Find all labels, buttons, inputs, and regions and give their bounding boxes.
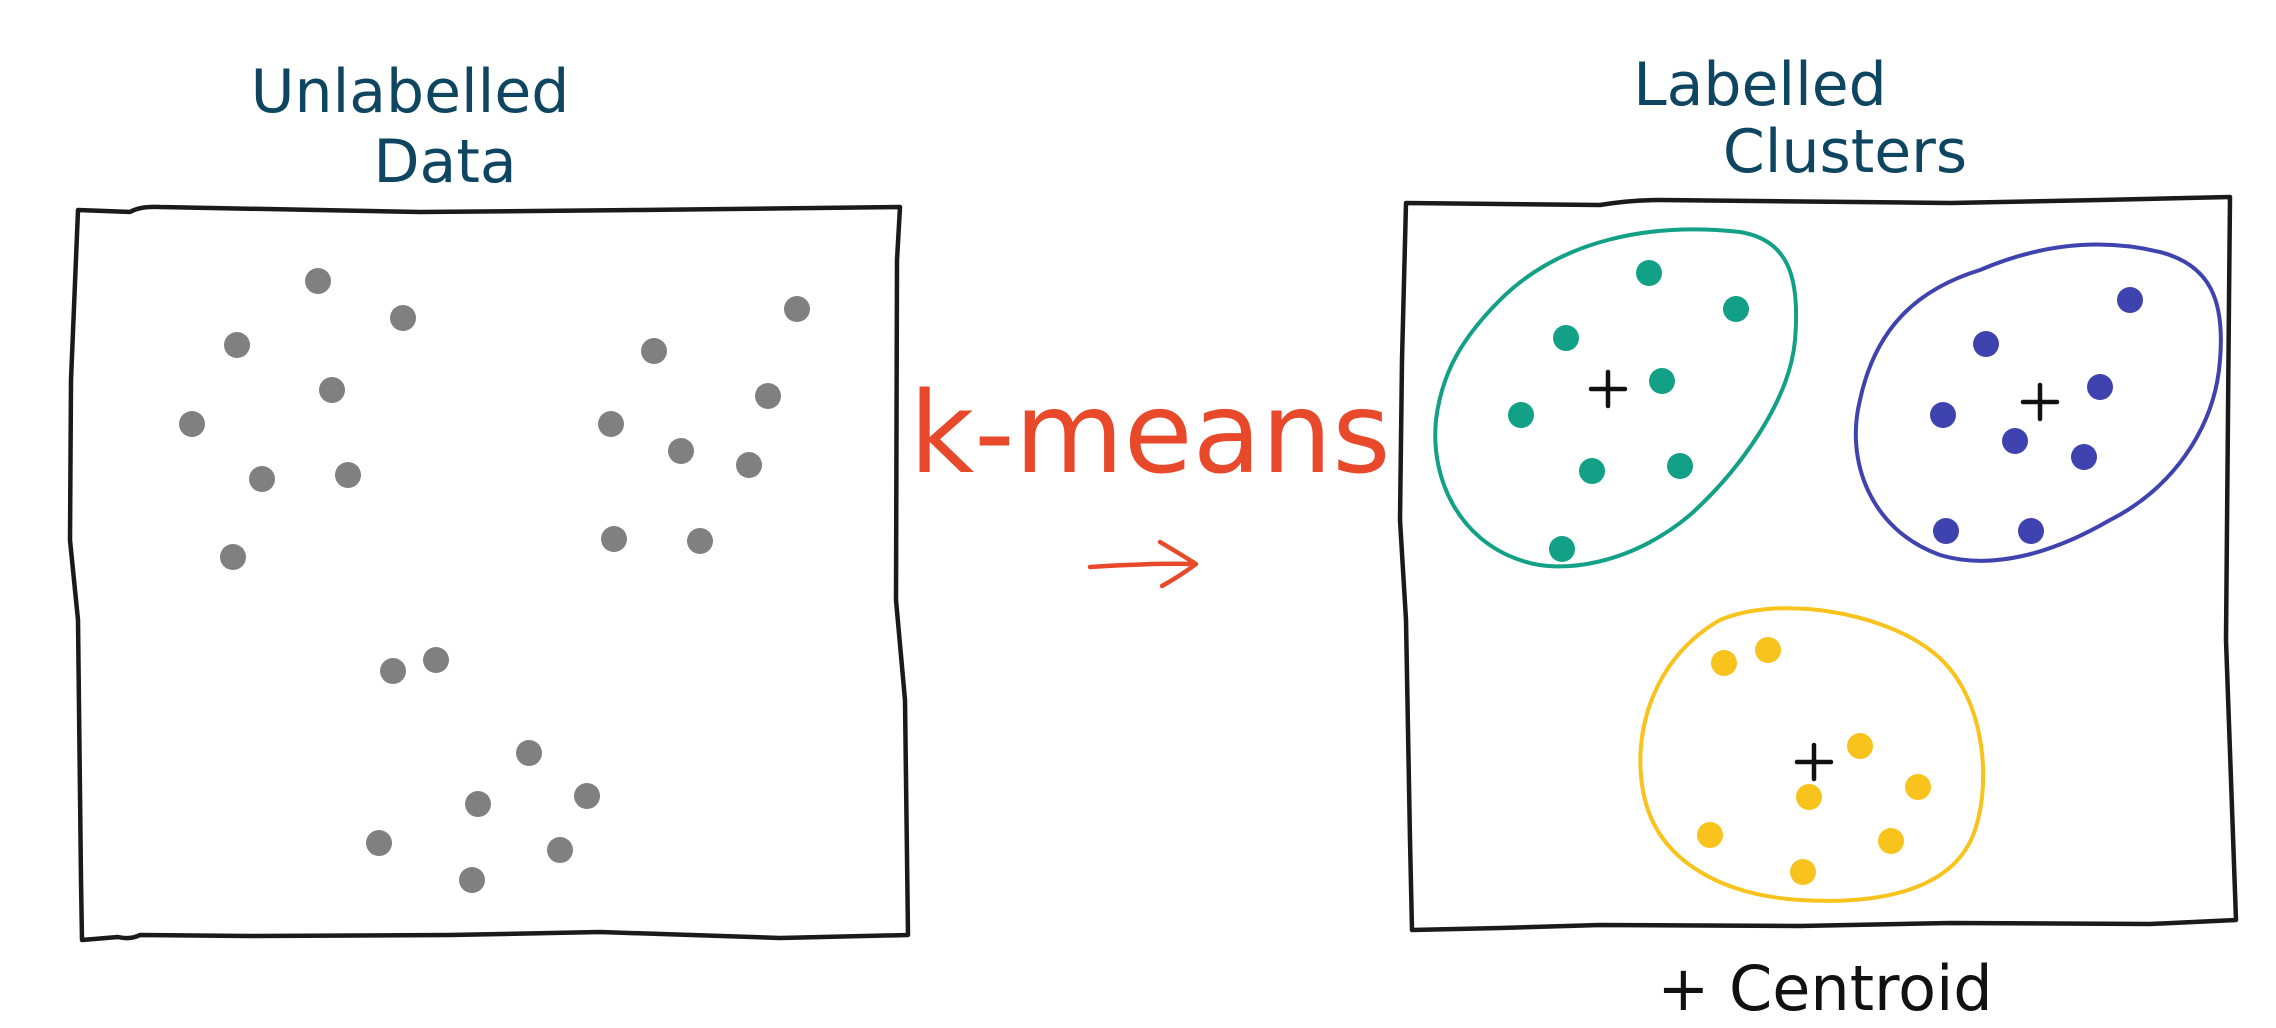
cluster-outline-indigo (1853, 242, 2223, 563)
unlabelled-point (335, 462, 361, 488)
unlabelled-point (366, 830, 392, 856)
centroid-plus-icon (1588, 369, 1628, 409)
cluster-point-teal (1723, 296, 1749, 322)
unlabelled-point (574, 783, 600, 809)
cluster-point-teal (1508, 402, 1534, 428)
unlabelled-point (220, 544, 246, 570)
unlabelled-point (598, 411, 624, 437)
cluster-point-indigo (2071, 444, 2097, 470)
unlabelled-point (547, 837, 573, 863)
cluster-point-yellow (1790, 859, 1816, 885)
unlabelled-point (668, 438, 694, 464)
unlabelled-point (179, 411, 205, 437)
cluster-point-indigo (2117, 287, 2143, 313)
left-points-group (179, 268, 810, 893)
cluster-point-indigo (2087, 374, 2113, 400)
cluster-point-teal (1649, 368, 1675, 394)
cluster-outline-yellow (1638, 606, 1986, 903)
cluster-points-group (1508, 260, 2143, 885)
centroid-legend: + Centroid (1657, 952, 1992, 1025)
cluster-point-teal (1636, 260, 1662, 286)
cluster-point-yellow (1711, 650, 1737, 676)
unlabelled-point (380, 658, 406, 684)
cluster-point-teal (1579, 458, 1605, 484)
cluster-point-yellow (1878, 828, 1904, 854)
unlabelled-point (390, 305, 416, 331)
cluster-point-indigo (1973, 331, 1999, 357)
centroids-group (1588, 369, 2060, 782)
cluster-point-teal (1553, 325, 1579, 351)
unlabelled-point (459, 867, 485, 893)
unlabelled-point (687, 528, 713, 554)
right-title-line2: Clusters (1723, 117, 1967, 187)
centroid-plus-icon (1794, 742, 1834, 782)
cluster-point-yellow (1796, 784, 1822, 810)
cluster-point-teal (1667, 453, 1693, 479)
arrow-icon (1087, 539, 1199, 589)
cluster-point-teal (1549, 536, 1575, 562)
unlabelled-point (755, 383, 781, 409)
right-box (1397, 194, 2239, 933)
centroid-plus-icon (2020, 382, 2060, 422)
unlabelled-point (784, 296, 810, 322)
right-title-line1: Labelled (1633, 50, 1887, 120)
unlabelled-point (305, 268, 331, 294)
unlabelled-point (249, 466, 275, 492)
left-title-line2: Data (373, 127, 516, 197)
cluster-point-indigo (1933, 518, 1959, 544)
cluster-point-yellow (1847, 733, 1873, 759)
unlabelled-point (516, 740, 542, 766)
cluster-point-yellow (1755, 637, 1781, 663)
cluster-point-indigo (2002, 428, 2028, 454)
unlabelled-point (423, 647, 449, 673)
unlabelled-point (601, 526, 627, 552)
unlabelled-point (641, 338, 667, 364)
right-panel: Labelled Clusters + Centroid (1397, 50, 2239, 1025)
algorithm-group: k-means (909, 369, 1391, 589)
cluster-point-yellow (1697, 822, 1723, 848)
left-title-line1: Unlabelled (251, 57, 570, 127)
algorithm-label: k-means (909, 369, 1390, 499)
unlabelled-point (736, 452, 762, 478)
left-panel: Unlabelled Data (67, 57, 911, 943)
unlabelled-point (224, 332, 250, 358)
unlabelled-point (319, 377, 345, 403)
cluster-outline-teal (1433, 227, 1799, 569)
cluster-point-yellow (1905, 774, 1931, 800)
cluster-point-indigo (2018, 518, 2044, 544)
cluster-point-indigo (1930, 402, 1956, 428)
unlabelled-point (465, 791, 491, 817)
left-box (67, 204, 911, 943)
